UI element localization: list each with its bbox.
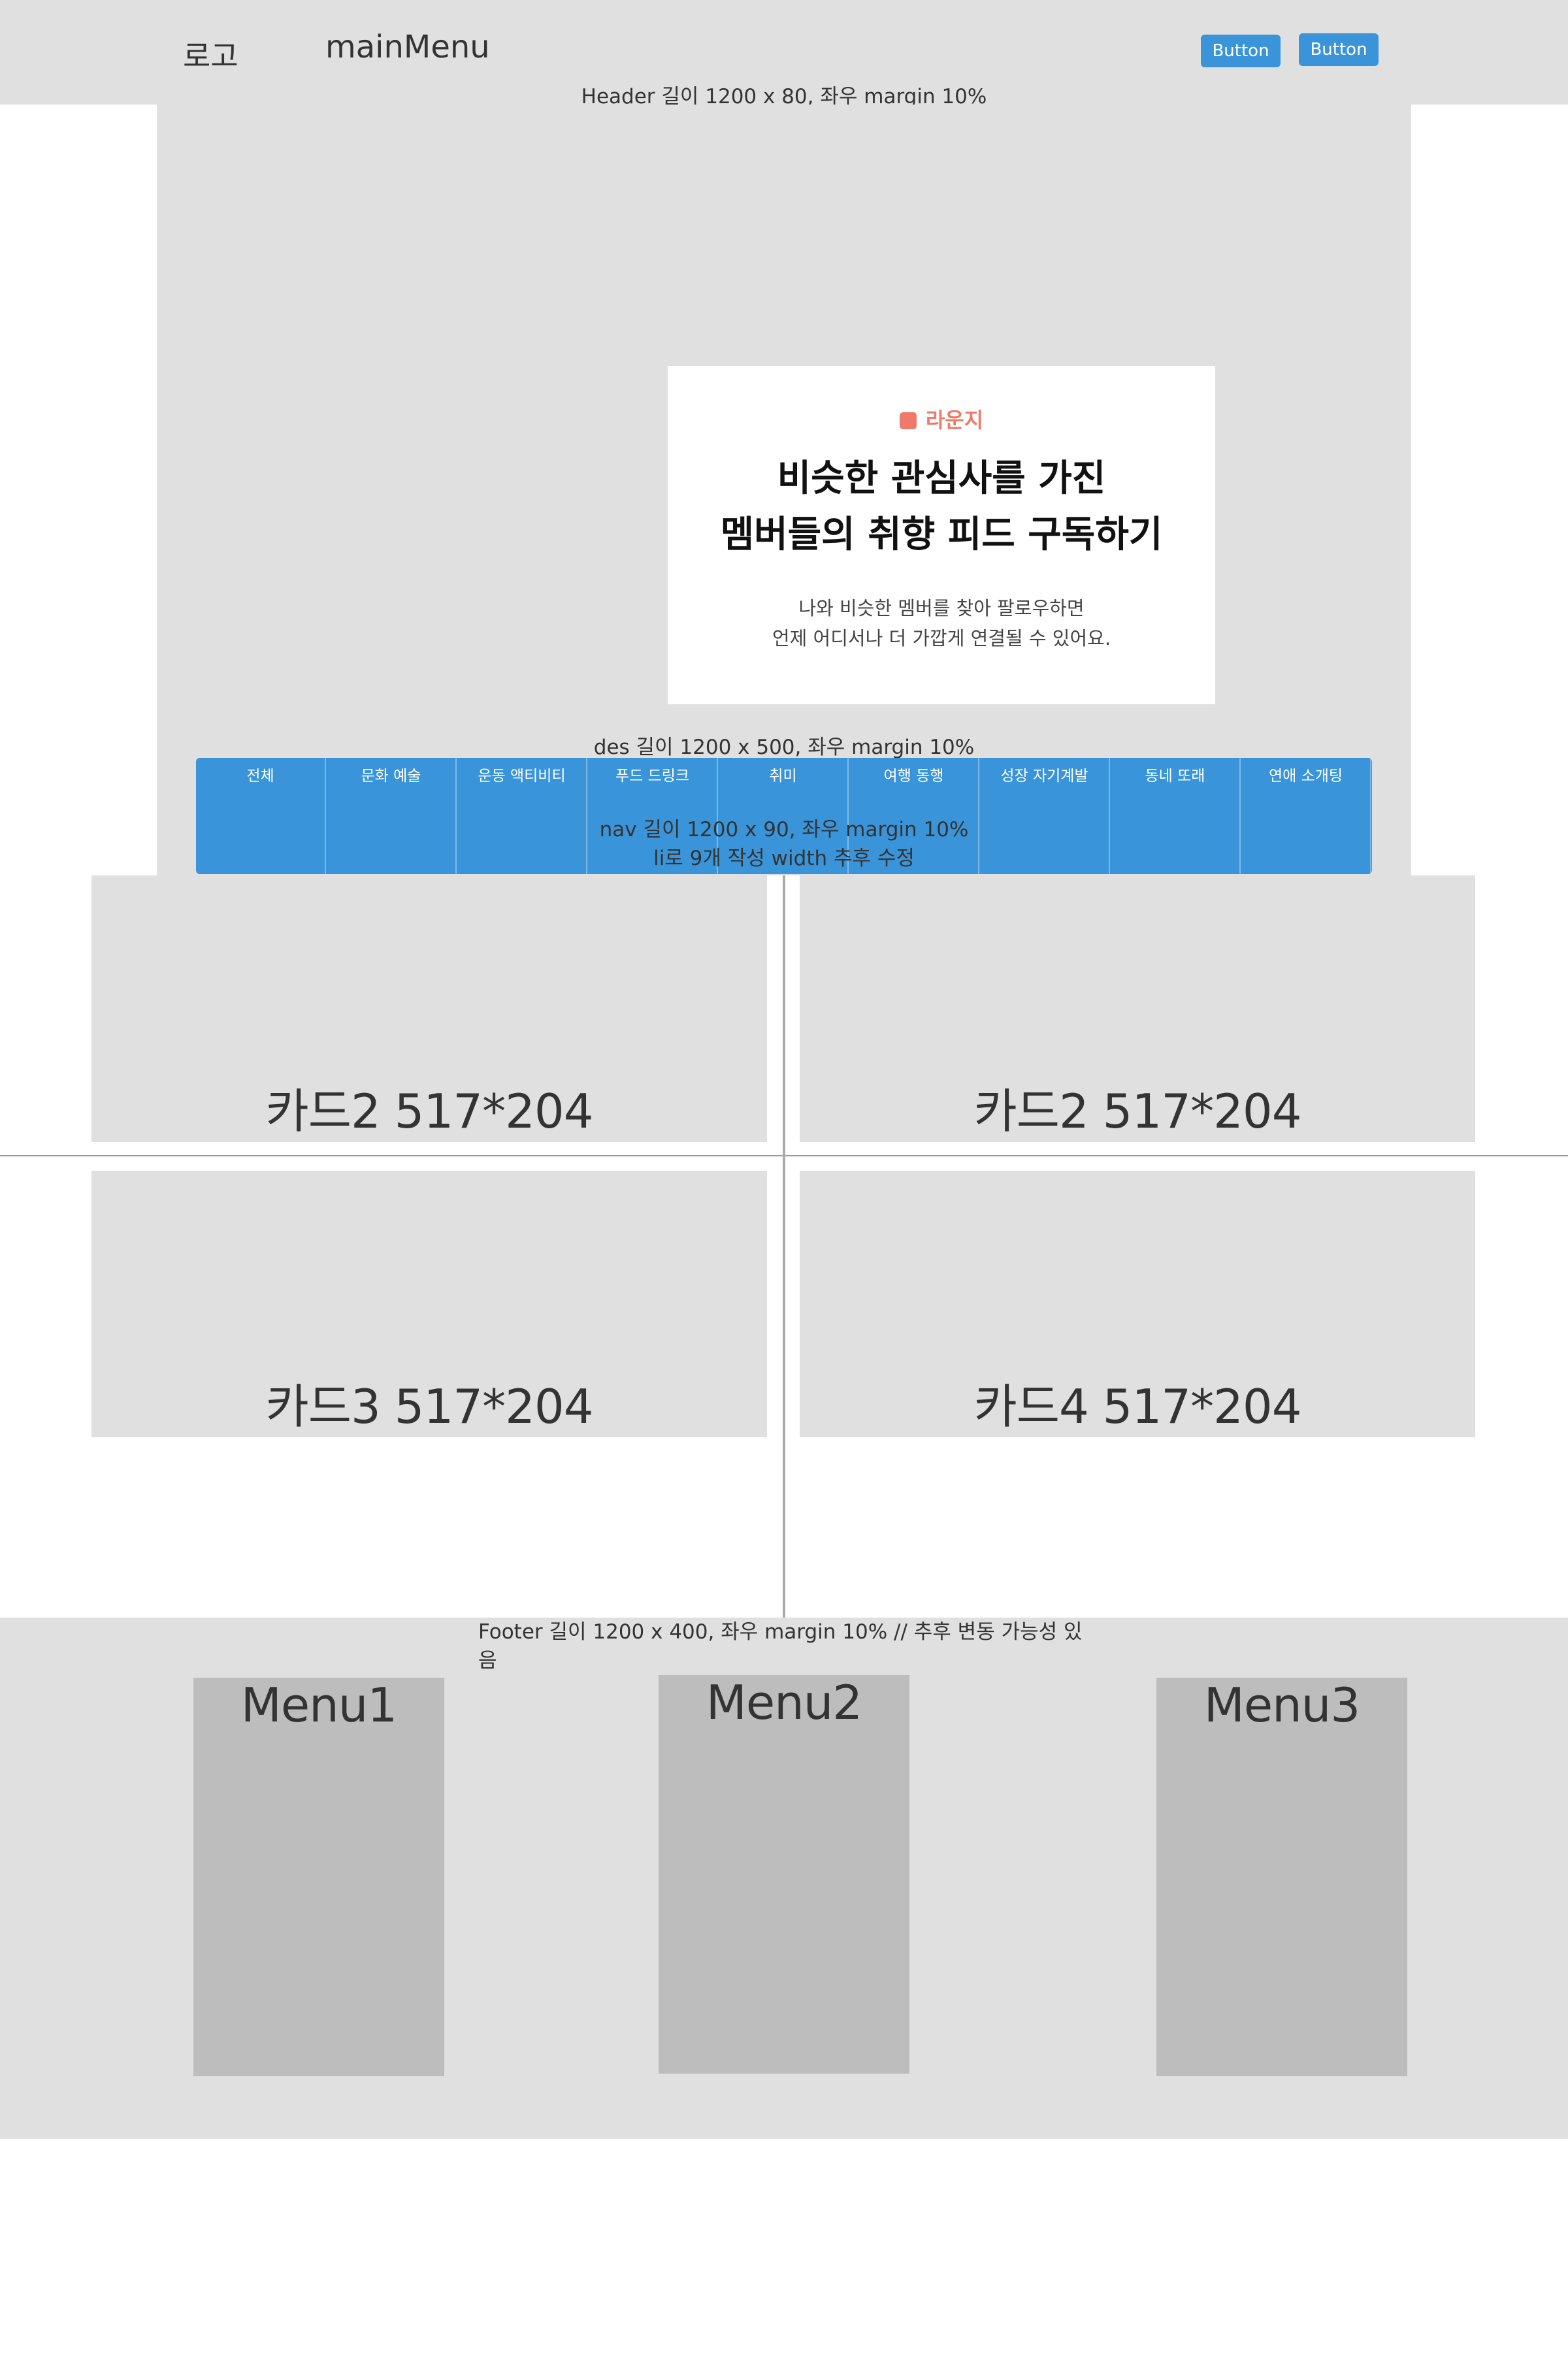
header-button-2[interactable]: Button bbox=[1299, 33, 1379, 66]
nav-item-sports[interactable]: 운동 액티비티 bbox=[457, 758, 587, 874]
header: 로고 mainMenu Button Button bbox=[0, 0, 1568, 105]
card-3[interactable]: 카드3 517*204 bbox=[91, 1171, 767, 1437]
nav-item-dating[interactable]: 연애 소개팅 bbox=[1241, 758, 1371, 874]
footer-menu-label: Menu2 bbox=[706, 1675, 863, 1730]
lounge-desc-line2: 언제 어디서나 더 가깝게 연결될 수 있어요. bbox=[772, 627, 1111, 649]
card-label: 카드2 517*204 bbox=[973, 1084, 1301, 1139]
lounge-description: 나와 비슷한 멤버를 찾아 팔로우하면 언제 어디서나 더 가깝게 연결될 수 … bbox=[668, 593, 1215, 653]
nav-note: nav 길이 1200 x 90, 좌우 margin 10% li로 9개 작… bbox=[196, 815, 1372, 873]
logo[interactable]: 로고 bbox=[183, 39, 238, 74]
nav-item-food[interactable]: 푸드 드링크 bbox=[588, 758, 718, 874]
footer-note: Footer 길이 1200 x 400, 좌우 margin 10% // 추… bbox=[478, 1620, 1083, 1672]
nav-item-travel[interactable]: 여행 동행 bbox=[849, 758, 979, 874]
nav-item-growth[interactable]: 성장 자기계발 bbox=[980, 758, 1110, 874]
lounge-card: 라운지 비슷한 관심사를 가진 멤버들의 취향 피드 구독하기 나와 비슷한 멤… bbox=[668, 366, 1215, 704]
lounge-title-line2: 멤버들의 취향 피드 구독하기 bbox=[720, 514, 1163, 556]
nav-note-line1: nav 길이 1200 x 90, 좌우 margin 10% bbox=[599, 818, 969, 841]
footer-menu-1[interactable]: Menu1 bbox=[193, 1678, 444, 2076]
footer-menu-label: Menu3 bbox=[1203, 1678, 1361, 1733]
card-4[interactable]: 카드4 517*204 bbox=[800, 1171, 1475, 1437]
footer-menu-label: Menu1 bbox=[240, 1678, 398, 1733]
card-1[interactable]: 카드2 517*204 bbox=[91, 875, 767, 1142]
lounge-title-line1: 비슷한 관심사를 가진 bbox=[777, 457, 1106, 500]
vertical-guide-line bbox=[783, 875, 785, 1618]
nav-note-line2: li로 9개 작성 width 추후 수정 bbox=[653, 847, 915, 870]
lounge-desc-line1: 나와 비슷한 멤버를 찾아 팔로우하면 bbox=[798, 597, 1085, 619]
lounge-title: 비슷한 관심사를 가진 멤버들의 취향 피드 구독하기 bbox=[668, 451, 1215, 563]
nav-item-hobby[interactable]: 취미 bbox=[719, 758, 849, 874]
nav-item-neighbor[interactable]: 동네 또래 bbox=[1111, 758, 1241, 874]
card-label: 카드2 517*204 bbox=[265, 1084, 593, 1139]
category-nav: 전체 문화 예술 운동 액티비티 푸드 드링크 취미 여행 동행 성장 자기계발… bbox=[196, 758, 1372, 874]
card-label: 카드4 517*204 bbox=[973, 1379, 1301, 1434]
lounge-badge: 라운지 bbox=[668, 404, 1215, 434]
main-menu[interactable]: mainMenu bbox=[325, 29, 490, 65]
footer-menu-3[interactable]: Menu3 bbox=[1156, 1678, 1407, 2076]
footer-menu-2[interactable]: Menu2 bbox=[659, 1675, 909, 2074]
description-section: 라운지 비슷한 관심사를 가진 멤버들의 취향 피드 구독하기 나와 비슷한 멤… bbox=[157, 105, 1411, 875]
nav-item-all[interactable]: 전체 bbox=[196, 758, 326, 874]
header-button-1[interactable]: Button bbox=[1201, 35, 1281, 67]
card-label: 카드3 517*204 bbox=[265, 1379, 593, 1434]
footer: Footer 길이 1200 x 400, 좌우 margin 10% // 추… bbox=[0, 1618, 1568, 2139]
lounge-badge-label: 라운지 bbox=[925, 408, 984, 432]
des-note: des 길이 1200 x 500, 좌우 margin 10% bbox=[593, 736, 975, 759]
nav-item-culture[interactable]: 문화 예술 bbox=[327, 758, 457, 874]
card-2[interactable]: 카드2 517*204 bbox=[800, 875, 1475, 1142]
lounge-icon bbox=[899, 412, 917, 429]
